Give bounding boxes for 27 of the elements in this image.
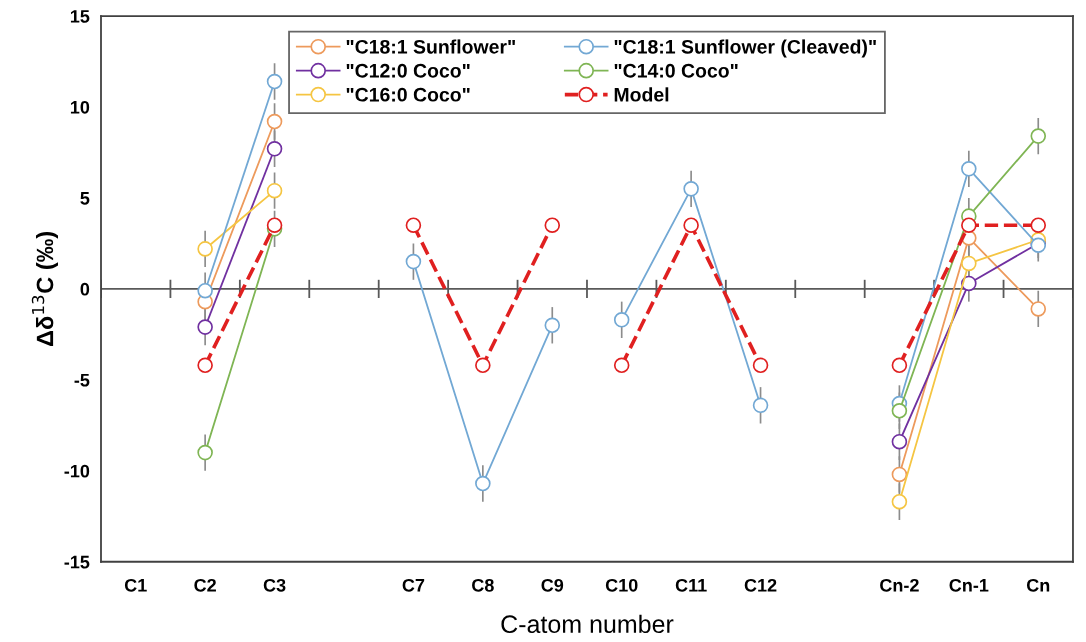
y-axis-title: Δδ$^{13}$C (‰)	[31, 232, 58, 347]
y-tick-label: -15	[64, 555, 90, 569]
x-tick-label: C2	[194, 578, 216, 592]
legend-label: "C18:1 Sunflower (Cleaved)"	[614, 39, 876, 58]
legend-label: "C14:0 Coco"	[614, 63, 738, 78]
legend-label: "C18:1 Sunflower"	[346, 39, 515, 54]
y-tick-label: 0	[80, 282, 90, 296]
x-tick-label: C8	[472, 578, 494, 592]
y-tick-label: -10	[64, 464, 90, 478]
y-tick-label: -5	[74, 373, 90, 387]
legend-label: "C16:0 Coco"	[346, 87, 470, 102]
x-tick-label: C3	[263, 578, 286, 592]
x-tick-label: C9	[541, 578, 564, 592]
x-tick-label: C10	[605, 578, 638, 592]
x-tick-label: C11	[675, 578, 707, 592]
y-tick-label: 10	[70, 100, 90, 114]
x-tick-label: Cn	[1026, 578, 1050, 592]
x-tick-label: C1	[124, 578, 147, 592]
y-tick-label: 15	[70, 10, 90, 23]
x-tick-label: Cn-1	[949, 578, 989, 592]
x-tick-label: C12	[744, 578, 777, 592]
x-tick-label: Cn-2	[880, 578, 919, 592]
x-tick-label: C7	[402, 578, 425, 592]
legend-label: "C12:0 Coco"	[346, 63, 470, 78]
legend-label: Model	[614, 87, 669, 102]
x-axis-title: C-atom number	[501, 614, 674, 634]
y-tick-label: 5	[80, 192, 90, 205]
